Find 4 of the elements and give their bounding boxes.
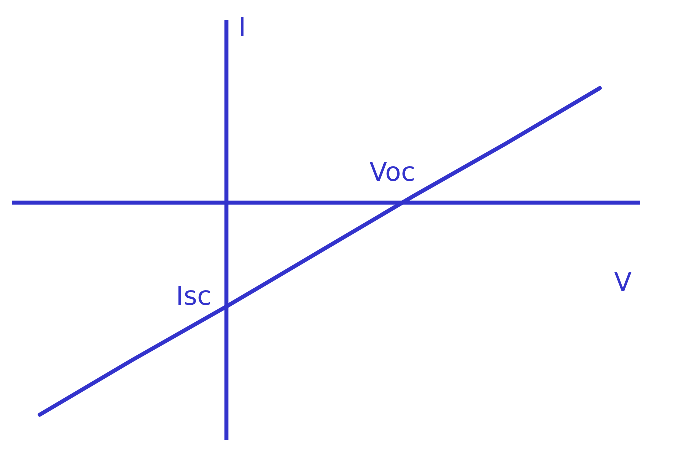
x-axis-title: V [614, 268, 632, 298]
y-axis-title: I [238, 13, 246, 43]
annotation: Isc [176, 282, 212, 312]
annotation: Voc [370, 158, 416, 188]
